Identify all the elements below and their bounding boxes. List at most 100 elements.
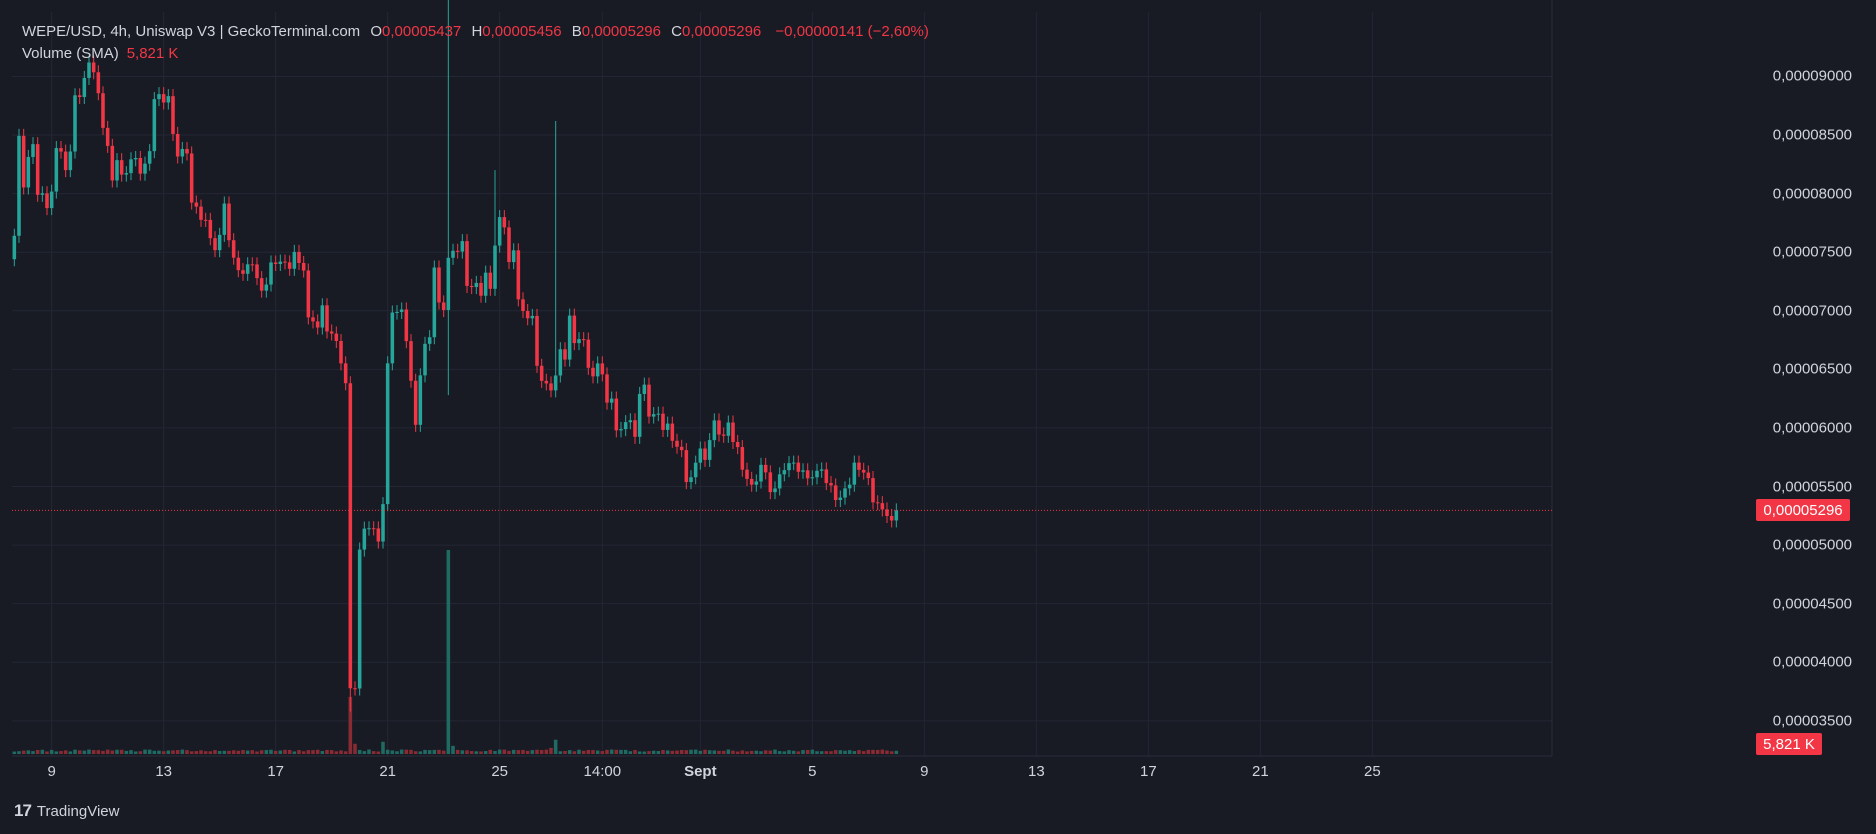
candle-body bbox=[441, 302, 446, 311]
candle-body bbox=[376, 528, 381, 542]
volume-bar bbox=[544, 749, 549, 754]
close-value: 0,00005296 bbox=[682, 23, 762, 40]
candle-body bbox=[871, 478, 875, 503]
candle-body bbox=[171, 96, 175, 134]
volume-bar bbox=[703, 749, 707, 754]
candle-body bbox=[717, 420, 721, 435]
volume-bar bbox=[348, 696, 353, 754]
candle-body bbox=[385, 363, 390, 505]
low-label: B bbox=[571, 23, 582, 40]
price-tick-label: 0,00008500 bbox=[1772, 126, 1852, 144]
candle-body bbox=[12, 235, 17, 260]
price-tick-label: 0,00005000 bbox=[1772, 536, 1852, 554]
candle-body bbox=[577, 339, 581, 344]
volume-bar bbox=[605, 749, 609, 754]
volume-bar bbox=[166, 750, 171, 754]
price-tick-label: 0,00004000 bbox=[1772, 653, 1852, 671]
volume-bar bbox=[413, 751, 418, 754]
candle-body bbox=[553, 375, 558, 391]
candle-body bbox=[147, 151, 152, 164]
candle-body bbox=[63, 151, 68, 171]
candle-body bbox=[446, 257, 451, 311]
volume-bar bbox=[129, 750, 133, 754]
candle-body bbox=[642, 384, 647, 394]
volume-bar bbox=[152, 750, 157, 754]
volume-bar bbox=[539, 750, 544, 754]
volume-series bbox=[12, 550, 899, 754]
candle-body bbox=[287, 262, 292, 269]
candle-body bbox=[530, 315, 535, 319]
volume-bar bbox=[54, 751, 59, 754]
candle-body bbox=[661, 413, 665, 430]
change-value: −0,00000141 (−2,60%) bbox=[775, 23, 929, 40]
time-tick-label: Sept bbox=[684, 763, 717, 780]
volume-bar bbox=[385, 749, 390, 754]
volume-bar bbox=[278, 750, 283, 754]
time-tick-label: 14:00 bbox=[583, 763, 622, 780]
volume-bar bbox=[82, 750, 87, 754]
volume-bar bbox=[465, 750, 469, 754]
candle-body bbox=[894, 510, 899, 521]
volume-bar bbox=[525, 750, 530, 754]
volume-bar bbox=[609, 749, 614, 754]
volume-bar bbox=[721, 750, 726, 754]
candle-body bbox=[138, 157, 143, 174]
volume-bar bbox=[343, 751, 348, 754]
candle-body bbox=[404, 309, 409, 342]
candle-body bbox=[59, 148, 63, 152]
volume-bar bbox=[175, 750, 180, 754]
candle-body bbox=[161, 94, 166, 103]
candle-body bbox=[693, 462, 698, 478]
volume-bar bbox=[577, 749, 581, 754]
volume-bar bbox=[35, 749, 40, 754]
volume-bar bbox=[656, 751, 661, 754]
candle-body bbox=[273, 262, 278, 264]
volume-bar bbox=[647, 751, 651, 754]
volume-bar bbox=[782, 751, 787, 754]
volume-bar bbox=[371, 751, 376, 754]
candle-body bbox=[129, 159, 133, 174]
candle-body bbox=[763, 464, 768, 473]
candle-body bbox=[222, 203, 227, 235]
volume-bar bbox=[633, 749, 637, 754]
volume-bar bbox=[777, 751, 782, 754]
time-tick-label: 5 bbox=[808, 763, 817, 780]
candle-body bbox=[180, 148, 185, 157]
volume-bar bbox=[469, 751, 474, 754]
candle-body bbox=[847, 484, 852, 489]
candle-body bbox=[572, 315, 577, 344]
candle-body bbox=[390, 312, 395, 364]
candle-body bbox=[315, 321, 320, 328]
candle-body bbox=[399, 309, 404, 312]
volume-bar bbox=[213, 750, 217, 754]
tradingview-brand[interactable]: 17 TradingView bbox=[14, 801, 119, 821]
candle-body bbox=[759, 464, 763, 482]
volume-bar bbox=[203, 751, 208, 754]
volume-bar bbox=[819, 751, 824, 754]
price-tick-label: 0,00008000 bbox=[1772, 185, 1852, 203]
candle-body bbox=[175, 133, 180, 157]
candle-body bbox=[334, 333, 339, 341]
candle-body bbox=[497, 217, 502, 246]
candle-body bbox=[535, 315, 539, 366]
candle-body bbox=[731, 422, 735, 443]
volume-bar bbox=[306, 750, 311, 754]
price-tick-label: 0,00006000 bbox=[1772, 419, 1852, 437]
volume-bar bbox=[745, 751, 749, 754]
price-tick-label: 0,00007000 bbox=[1772, 302, 1852, 320]
candle-body bbox=[474, 282, 479, 288]
volume-bar bbox=[105, 749, 110, 754]
candle-body bbox=[208, 219, 213, 239]
volume-bar bbox=[689, 749, 693, 754]
candle-body bbox=[502, 217, 507, 228]
volume-bar bbox=[446, 550, 451, 754]
candle-body bbox=[301, 262, 306, 271]
candle-body bbox=[749, 478, 754, 485]
candle-body bbox=[539, 365, 544, 381]
volume-bar bbox=[707, 750, 712, 754]
volume-bar bbox=[138, 751, 143, 754]
volume-bar bbox=[49, 749, 54, 754]
volume-bar bbox=[796, 751, 801, 754]
